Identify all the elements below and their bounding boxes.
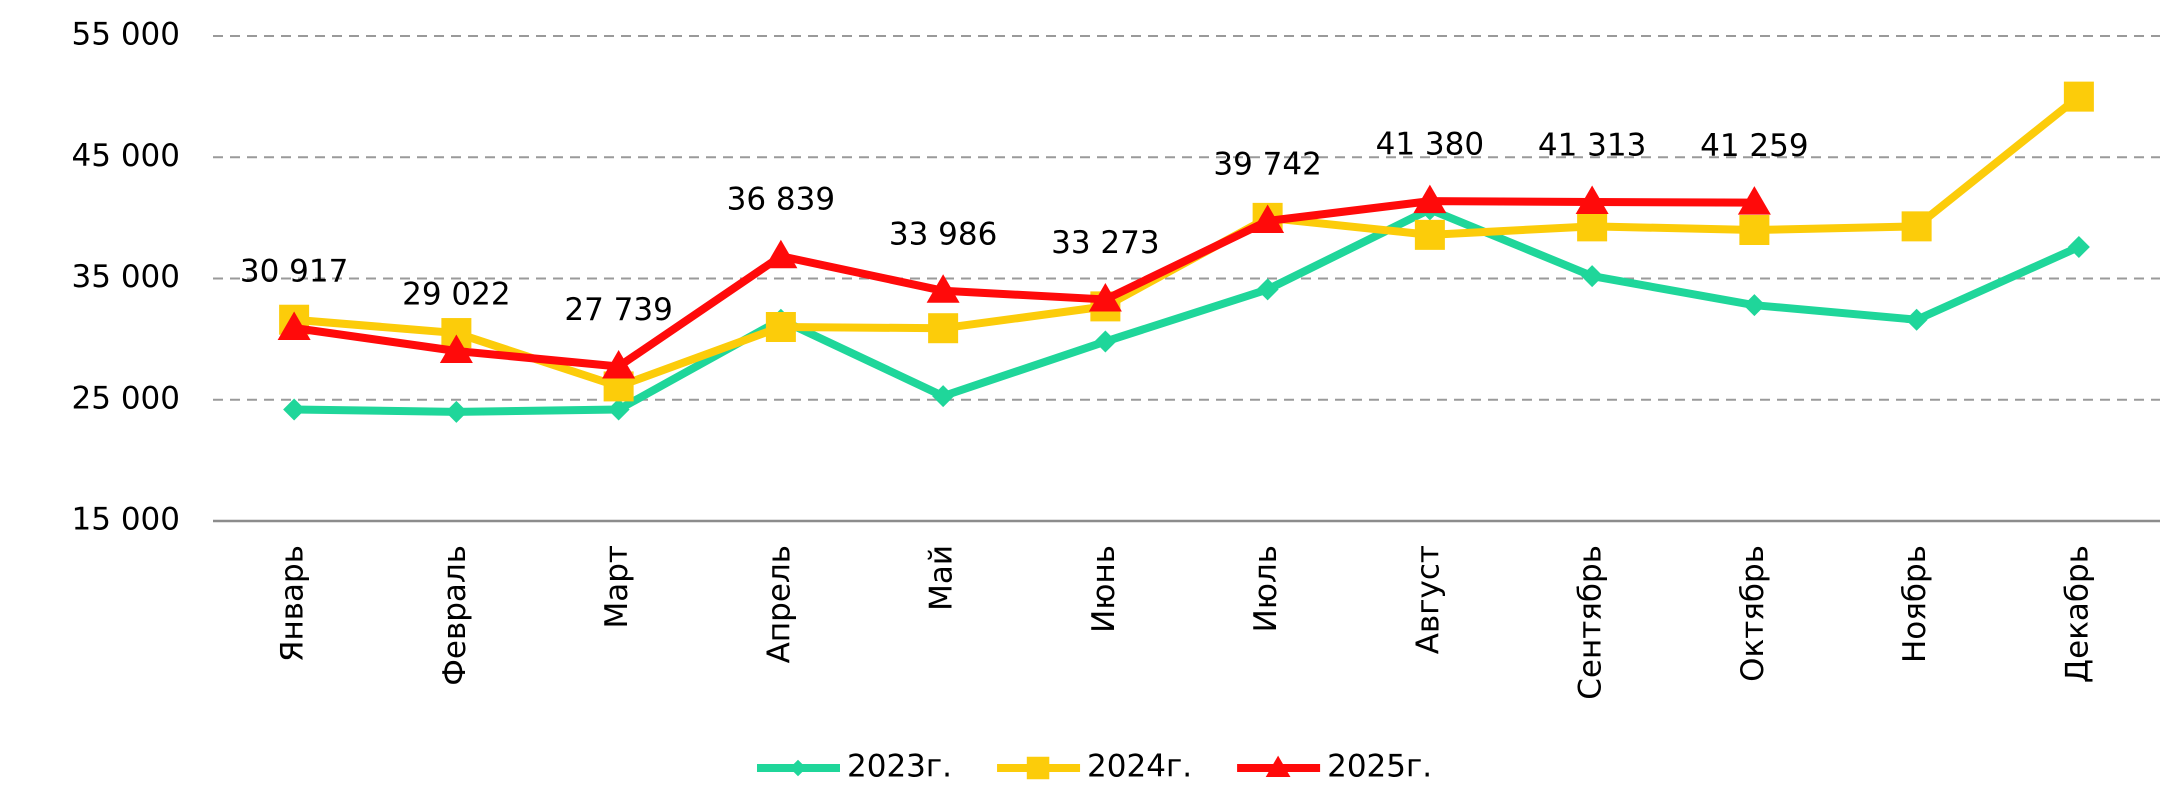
- marker: [1743, 294, 1766, 317]
- legend-label: 2024г.: [1087, 749, 1192, 785]
- y-tick-label: 35 000: [72, 259, 180, 295]
- x-tick-label: Сентябрь: [1573, 545, 1609, 700]
- marker: [277, 311, 311, 341]
- marker: [1251, 204, 1285, 234]
- x-tick-label: Ноябрь: [1897, 545, 1933, 663]
- y-tick-label: 55 000: [72, 17, 180, 53]
- data-label: 33 986: [889, 216, 997, 252]
- marker: [1739, 215, 1770, 245]
- legend-label: 2023г.: [847, 749, 952, 785]
- marker: [1413, 184, 1447, 214]
- x-tick-label: Октябрь: [1735, 545, 1771, 682]
- x-tick-label: Август: [1410, 545, 1446, 654]
- marker: [1905, 308, 1928, 331]
- marker: [764, 239, 798, 269]
- marker: [1265, 755, 1291, 777]
- marker: [1026, 756, 1050, 780]
- marker: [1414, 219, 1445, 250]
- data-label: 41 259: [1700, 128, 1808, 164]
- x-tick-label: Июль: [1248, 545, 1284, 632]
- marker: [1088, 282, 1122, 312]
- x-tick-label: Декабрь: [2059, 545, 2095, 683]
- legend-label: 2025г.: [1327, 749, 1432, 785]
- data-label: 27 739: [564, 292, 672, 328]
- marker: [2067, 235, 2090, 258]
- data-label: 41 313: [1538, 127, 1646, 163]
- data-label: 30 917: [240, 254, 348, 290]
- data-label: 36 839: [727, 182, 835, 218]
- marker: [1901, 211, 1932, 242]
- x-tick-label: Февраль: [437, 545, 473, 686]
- marker: [1575, 185, 1609, 214]
- marker: [439, 334, 473, 363]
- marker: [602, 350, 636, 379]
- x-tick-label: Июнь: [1086, 545, 1122, 633]
- x-tick-label: Май: [924, 545, 960, 611]
- y-tick-label: 25 000: [72, 380, 180, 416]
- series-line: [294, 205, 2081, 416]
- marker: [1256, 278, 1279, 301]
- marker: [932, 385, 955, 408]
- marker: [2063, 81, 2094, 112]
- marker: [926, 274, 960, 303]
- marker: [1581, 265, 1604, 288]
- marker: [607, 398, 630, 421]
- marker: [1577, 211, 1608, 242]
- data-label: 41 380: [1376, 127, 1484, 163]
- x-tick-label: Март: [599, 545, 635, 628]
- y-tick-label: 15 000: [72, 502, 180, 538]
- marker: [1094, 330, 1117, 353]
- series-line: [293, 93, 2082, 391]
- x-tick-label: Январь: [275, 545, 311, 662]
- marker: [445, 400, 468, 423]
- data-label: 39 742: [1213, 147, 1321, 183]
- marker: [283, 398, 306, 421]
- y-tick-label: 45 000: [72, 138, 180, 174]
- data-label: 29 022: [402, 276, 510, 312]
- data-label: 33 273: [1051, 225, 1159, 261]
- series-line: [293, 197, 1755, 371]
- marker: [1737, 186, 1771, 215]
- marker: [789, 759, 807, 777]
- marker: [765, 312, 796, 342]
- x-tick-label: Апрель: [761, 545, 797, 663]
- marker: [928, 313, 959, 344]
